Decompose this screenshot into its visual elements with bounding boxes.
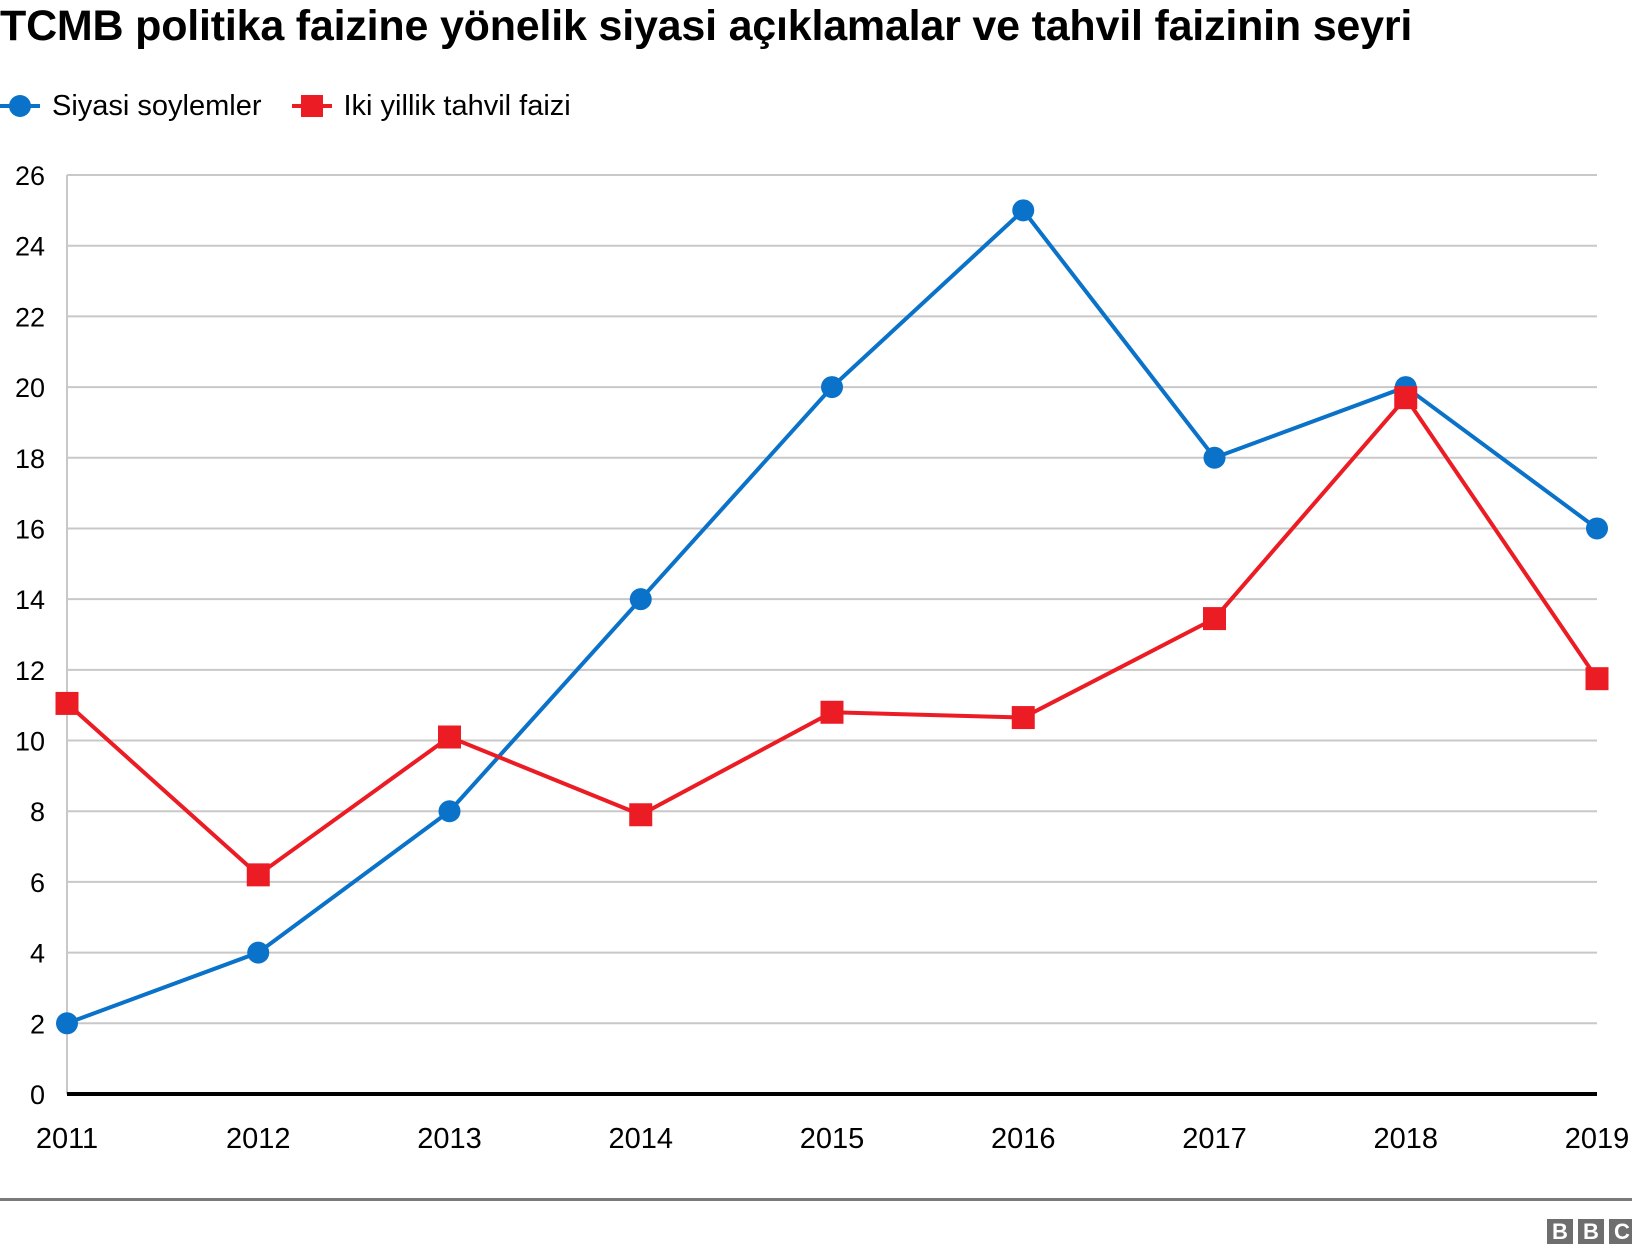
series-line bbox=[66, 207, 1599, 1026]
square-data-point bbox=[1011, 706, 1035, 730]
chart-title: TCMB politika faizine yönelik siyasi açı… bbox=[0, 2, 1413, 50]
x-tick-label: 2012 bbox=[226, 1123, 291, 1155]
y-tick-label: 8 bbox=[30, 797, 45, 827]
square-data-point bbox=[55, 691, 79, 715]
circle-data-point bbox=[1203, 446, 1226, 469]
y-tick-label: 10 bbox=[15, 727, 45, 757]
y-tick-label: 14 bbox=[15, 585, 45, 615]
bbc-logo: B B C bbox=[1542, 1219, 1632, 1244]
y-tick-label: 18 bbox=[15, 444, 45, 474]
y-tick-label: 4 bbox=[30, 939, 45, 969]
x-tick-label: 2013 bbox=[417, 1123, 482, 1155]
y-tick-label: 6 bbox=[30, 868, 45, 898]
y-tick-label: 2 bbox=[30, 1009, 45, 1039]
bbc-logo-letter: C bbox=[1609, 1219, 1632, 1244]
legend: Siyasi soylemler Iki yillik tahvil faizi bbox=[0, 88, 601, 124]
square-data-point bbox=[1203, 607, 1226, 631]
x-tick-label: 2019 bbox=[1565, 1123, 1630, 1155]
x-tick-label: 2016 bbox=[991, 1123, 1056, 1155]
square-data-point bbox=[1394, 386, 1418, 410]
square-data-point bbox=[246, 863, 270, 887]
square-data-point bbox=[820, 700, 844, 724]
legend-item-tahvil: Iki yillik tahvil faizi bbox=[291, 89, 571, 123]
y-tick-label: 24 bbox=[15, 232, 45, 262]
y-tick-label: 16 bbox=[15, 514, 45, 544]
x-tick-label: 2018 bbox=[1373, 1123, 1438, 1155]
circle-data-point bbox=[1012, 199, 1035, 222]
x-tick-label: 2011 bbox=[36, 1123, 98, 1155]
y-tick-label: 0 bbox=[30, 1080, 45, 1110]
circle-data-point bbox=[1586, 517, 1608, 540]
y-tick-label: 22 bbox=[15, 302, 45, 332]
series-line bbox=[65, 394, 1599, 878]
circle-data-point bbox=[247, 941, 270, 964]
circle-data-point bbox=[821, 376, 843, 399]
y-tick-label: 20 bbox=[15, 373, 45, 403]
square-data-point bbox=[1585, 667, 1609, 691]
footer-divider bbox=[0, 1198, 1632, 1201]
legend-label: Iki yillik tahvil faizi bbox=[343, 89, 571, 122]
x-tick-label: 2015 bbox=[800, 1123, 865, 1155]
circle-data-point bbox=[438, 800, 461, 823]
circle-data-point bbox=[56, 1012, 78, 1035]
x-tick-label: 2017 bbox=[1182, 1123, 1247, 1155]
circle-data-point bbox=[629, 588, 652, 611]
square-data-point bbox=[438, 725, 461, 749]
circle-marker-icon bbox=[0, 95, 40, 117]
x-tick-label: 2014 bbox=[608, 1123, 673, 1155]
bbc-logo-letter: B bbox=[1547, 1219, 1573, 1244]
square-marker-icon bbox=[291, 95, 332, 117]
legend-item-siyasi: Siyasi soylemler bbox=[0, 90, 262, 123]
legend-label: Siyasi soylemler bbox=[52, 89, 262, 122]
square-data-point bbox=[629, 803, 653, 827]
y-tick-label: 12 bbox=[15, 656, 45, 686]
y-tick-label: 26 bbox=[15, 161, 45, 191]
bbc-logo-letter: B bbox=[1578, 1219, 1604, 1244]
